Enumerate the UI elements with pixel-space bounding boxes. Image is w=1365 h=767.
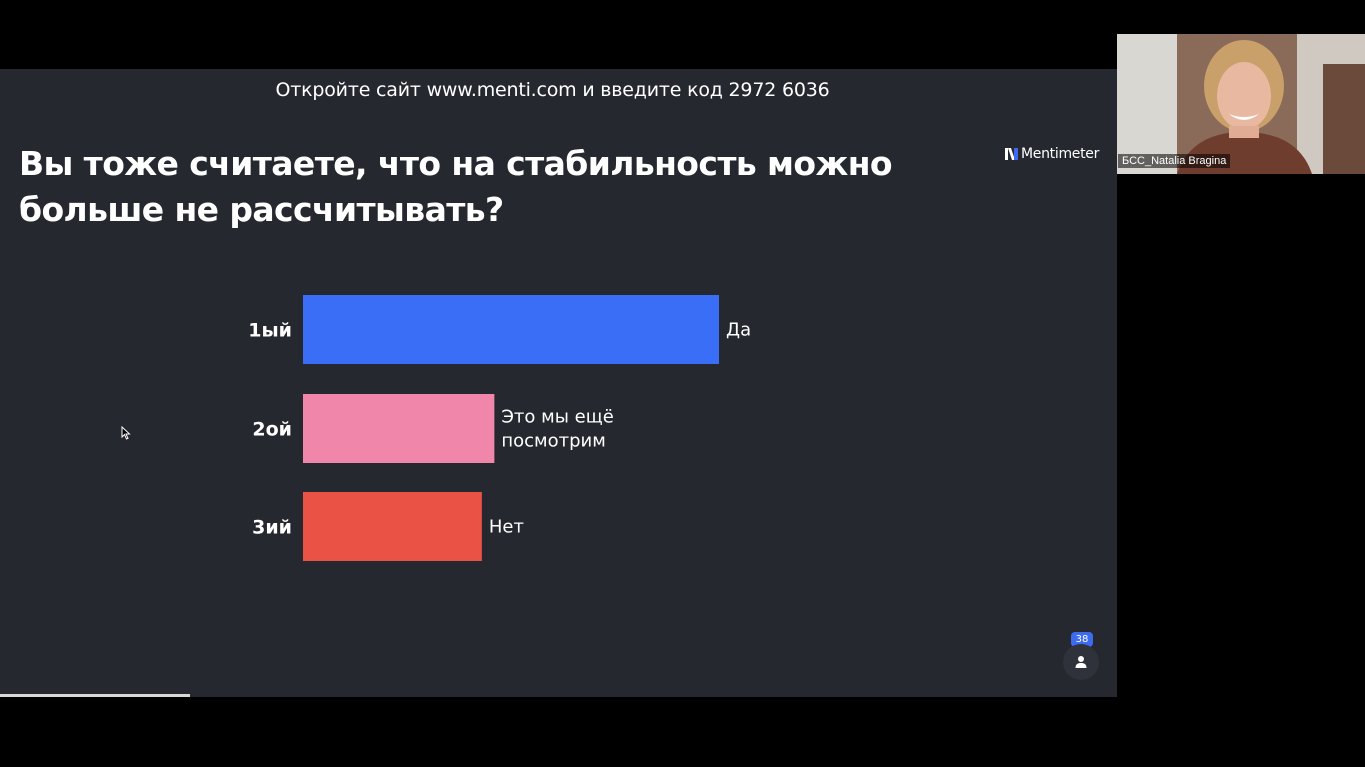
- bar-3: [303, 492, 482, 561]
- participant-video-image: [1117, 34, 1365, 174]
- bar-option-label-line: Это мы ещё: [501, 407, 613, 428]
- question-line-1: Вы тоже считаете, что на стабильность мо…: [19, 144, 893, 183]
- bar-category-label-1: 1ый: [248, 320, 292, 342]
- mentimeter-brand: Mentimeter: [1005, 146, 1099, 162]
- bar-category-label-3: 3ий: [252, 517, 292, 539]
- bar-option-label-3: Нет: [489, 517, 524, 538]
- mouse-cursor-icon: [121, 426, 131, 440]
- participants-count-badge: 38: [1071, 632, 1093, 647]
- person-icon: [1075, 656, 1087, 668]
- bar-2: [303, 394, 495, 463]
- brand-name: Mentimeter: [1021, 146, 1100, 162]
- bar-option-label-line: посмотрим: [501, 431, 605, 452]
- presentation-slide: Откройте сайт www.menti.com и введите ко…: [0, 69, 1117, 697]
- participant-name-label: БСС_Natalia Bragina: [1118, 154, 1231, 168]
- bar-option-label-1: Да: [726, 320, 751, 341]
- mentimeter-logo-icon: [1005, 148, 1018, 160]
- slide-progress-bar: [0, 694, 190, 697]
- bar-option-label-line: Да: [726, 320, 751, 341]
- participants-button[interactable]: [1063, 644, 1099, 680]
- question-line-2: больше не рассчитывать?: [19, 190, 504, 229]
- question-title: Вы тоже считаете, что на стабильность мо…: [19, 141, 919, 233]
- bar-option-label-2: Это мы ещё посмотрим: [501, 407, 613, 452]
- bar-option-label-line: Нет: [489, 517, 524, 538]
- results-bar-chart: 1ый Да 2ой Это мы ещё посмотрим 3ий Нет: [248, 295, 751, 561]
- participant-video-tile[interactable]: БСС_Natalia Bragina: [1117, 34, 1365, 174]
- bar-category-label-2: 2ой: [252, 419, 292, 441]
- join-instructions: Откройте сайт www.menti.com и введите ко…: [275, 79, 830, 101]
- bar-1: [303, 295, 719, 364]
